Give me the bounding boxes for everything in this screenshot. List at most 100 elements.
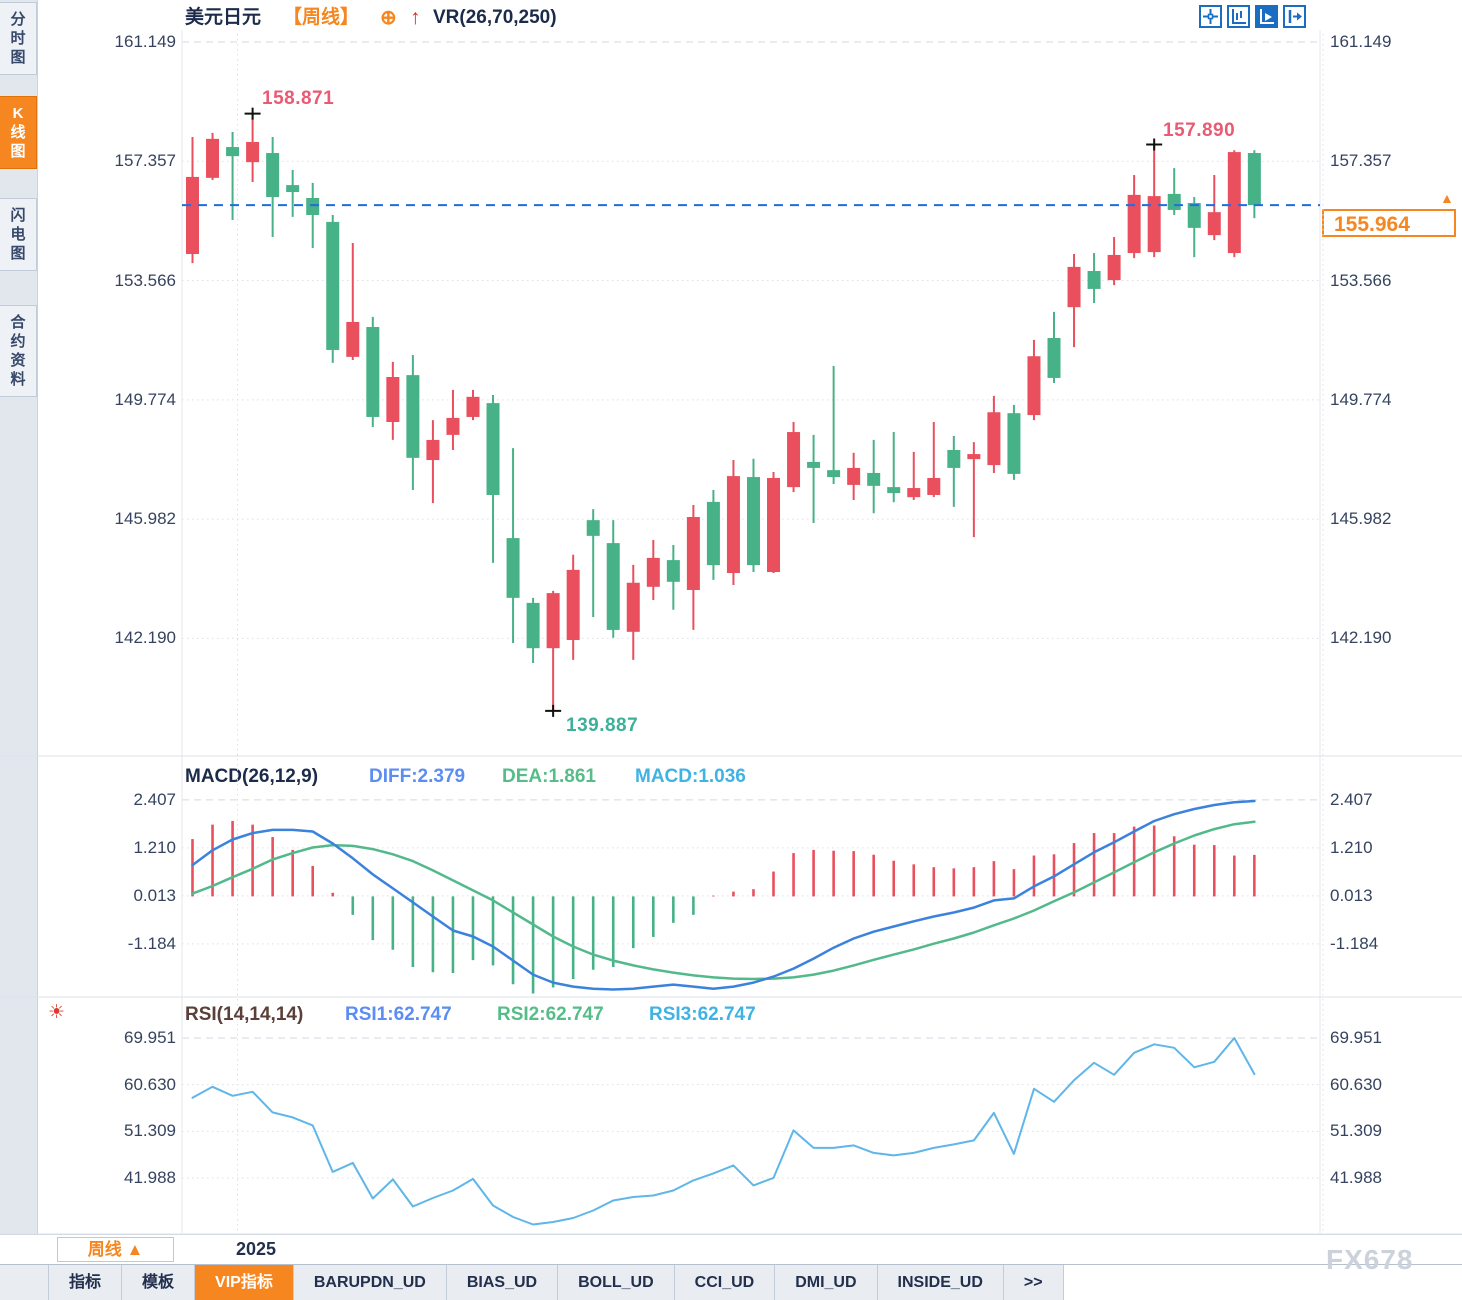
- tab-spacer: [0, 1265, 49, 1300]
- axis-scale-icon[interactable]: [1227, 5, 1250, 28]
- candle-body: [246, 142, 260, 163]
- tab-[interactable]: >>: [1003, 1265, 1064, 1300]
- macd-tick-right: -1.184: [1330, 933, 1379, 953]
- indicator-tab-bar: 指标 模板 VIP指标 BARUPDN_UD BIAS_UD BOLL_UD CCI_UD D…: [0, 1264, 1462, 1300]
- price-tick-left: 145.982: [114, 509, 176, 529]
- tab-CCI_UD[interactable]: CCI_UD: [674, 1265, 776, 1300]
- rsi-tick-left: 60.630: [124, 1074, 176, 1094]
- candle-body: [1007, 413, 1021, 474]
- candle-body: [626, 582, 640, 632]
- candle-body: [1247, 153, 1261, 206]
- rsi-tick-right: 41.988: [1330, 1167, 1382, 1187]
- tab-指标[interactable]: 指标: [49, 1265, 123, 1300]
- candle-body: [646, 557, 660, 587]
- candle-body: [987, 412, 1001, 466]
- macd-tick-left: 2.407: [133, 789, 176, 809]
- price-tick-right: 153.566: [1330, 270, 1392, 290]
- rsi3-value: RSI3:62.747: [649, 1004, 756, 1025]
- candle-body: [706, 501, 720, 566]
- candle-body: [847, 467, 861, 485]
- candle-body: [827, 470, 841, 478]
- crosshair-icon[interactable]: [1199, 5, 1222, 28]
- left-sidebar: 分 时 图 K 线 图闪 电 图合 约 资 料: [0, 0, 38, 1234]
- candle-body: [1187, 203, 1201, 228]
- tab-BARUPDN_UD[interactable]: BARUPDN_UD: [293, 1265, 447, 1300]
- candle-body: [1167, 193, 1181, 210]
- candle-body: [1127, 194, 1141, 254]
- candle-body: [867, 472, 881, 486]
- macd-dea-line: [191, 820, 1256, 981]
- tab-INSIDE_UD[interactable]: INSIDE_UD: [877, 1265, 1004, 1300]
- candle-body: [366, 326, 380, 417]
- tab-模板[interactable]: 模板: [122, 1265, 196, 1300]
- macd-tick-right: 0.013: [1330, 885, 1373, 905]
- candle-body: [446, 417, 460, 435]
- candle-body: [226, 147, 240, 157]
- price-tag-triangle-icon: ▲: [1440, 190, 1454, 206]
- panel-detach-icon[interactable]: [1283, 5, 1306, 28]
- candle-body: [326, 221, 340, 350]
- candle-body: [1227, 152, 1241, 254]
- candle-body: [947, 449, 961, 468]
- candle-body: [1147, 196, 1161, 253]
- candle-body: [1027, 356, 1041, 416]
- candle-body: [1087, 270, 1101, 289]
- candle-body: [1207, 212, 1221, 236]
- candle-body: [346, 321, 360, 357]
- rsi-tick-right: 60.630: [1330, 1074, 1382, 1094]
- rsi1-value: RSI1:62.747: [345, 1004, 452, 1025]
- tab-BIAS_UD[interactable]: BIAS_UD: [446, 1265, 559, 1300]
- rsi-line: [191, 1037, 1256, 1226]
- symbol-title: 美元日元: [185, 7, 262, 28]
- candle-body: [526, 602, 540, 649]
- tab-BOLL_UD[interactable]: BOLL_UD: [558, 1265, 675, 1300]
- rsi-tick-right: 69.951: [1330, 1028, 1382, 1047]
- swing-low-label: 139.887: [566, 715, 639, 736]
- candle-body: [887, 487, 901, 494]
- candle-body: [186, 176, 199, 255]
- sidebar-item-3[interactable]: 闪 电 图: [0, 198, 37, 271]
- sidebar-item-4[interactable]: 合 约 资 料: [0, 305, 37, 397]
- macd-tick-left: -1.184: [127, 933, 176, 953]
- tab-VIP指标[interactable]: VIP指标: [195, 1265, 294, 1300]
- sidebar-item-1[interactable]: 分 时 图: [0, 2, 37, 75]
- sidebar-item-2[interactable]: K 线 图: [0, 96, 37, 169]
- candle-body: [1047, 337, 1061, 378]
- rsi-tick-left: 41.988: [124, 1167, 176, 1187]
- indicator-title: VR(26,70,250): [433, 7, 557, 28]
- macd-tick-left: 0.013: [133, 885, 176, 905]
- candle-body: [426, 439, 440, 461]
- period-badge[interactable]: 【周线】: [283, 7, 360, 28]
- candle-body: [907, 488, 921, 498]
- candle-body: [787, 432, 801, 488]
- recent-high-label: 157.890: [1163, 120, 1236, 141]
- rsi2-value: RSI2:62.747: [497, 1004, 604, 1025]
- period-selector[interactable]: 周线 ▲: [57, 1237, 174, 1262]
- candle-body: [967, 454, 981, 460]
- price-tick-right: 157.357: [1330, 151, 1392, 171]
- candle-body: [927, 477, 941, 495]
- macd-macd-value: MACD:1.036: [635, 766, 746, 787]
- candle-body: [466, 396, 480, 417]
- candle-body: [486, 403, 500, 495]
- candle-body: [767, 477, 781, 573]
- candle-body: [206, 138, 220, 178]
- attach-icon[interactable]: ⊕: [380, 7, 397, 29]
- macd-tick-right: 1.210: [1330, 837, 1373, 857]
- rsi-tick-left: 51.309: [124, 1121, 176, 1141]
- candle-body: [586, 520, 600, 536]
- candle-body: [1067, 266, 1081, 308]
- candle-body: [386, 377, 400, 422]
- watermark: FX678: [1326, 1244, 1414, 1275]
- auto-scale-icon[interactable]: [1255, 5, 1278, 28]
- price-tick-right: 142.190: [1330, 628, 1392, 648]
- price-tick-right: 149.774: [1330, 389, 1392, 409]
- candle-body: [746, 477, 760, 566]
- tab-DMI_UD[interactable]: DMI_UD: [775, 1265, 878, 1300]
- price-tick-left: 142.190: [114, 628, 176, 648]
- price-tick-left: 161.149: [114, 32, 176, 51]
- candle-body: [266, 153, 280, 198]
- sun-icon[interactable]: ☀: [48, 1002, 66, 1023]
